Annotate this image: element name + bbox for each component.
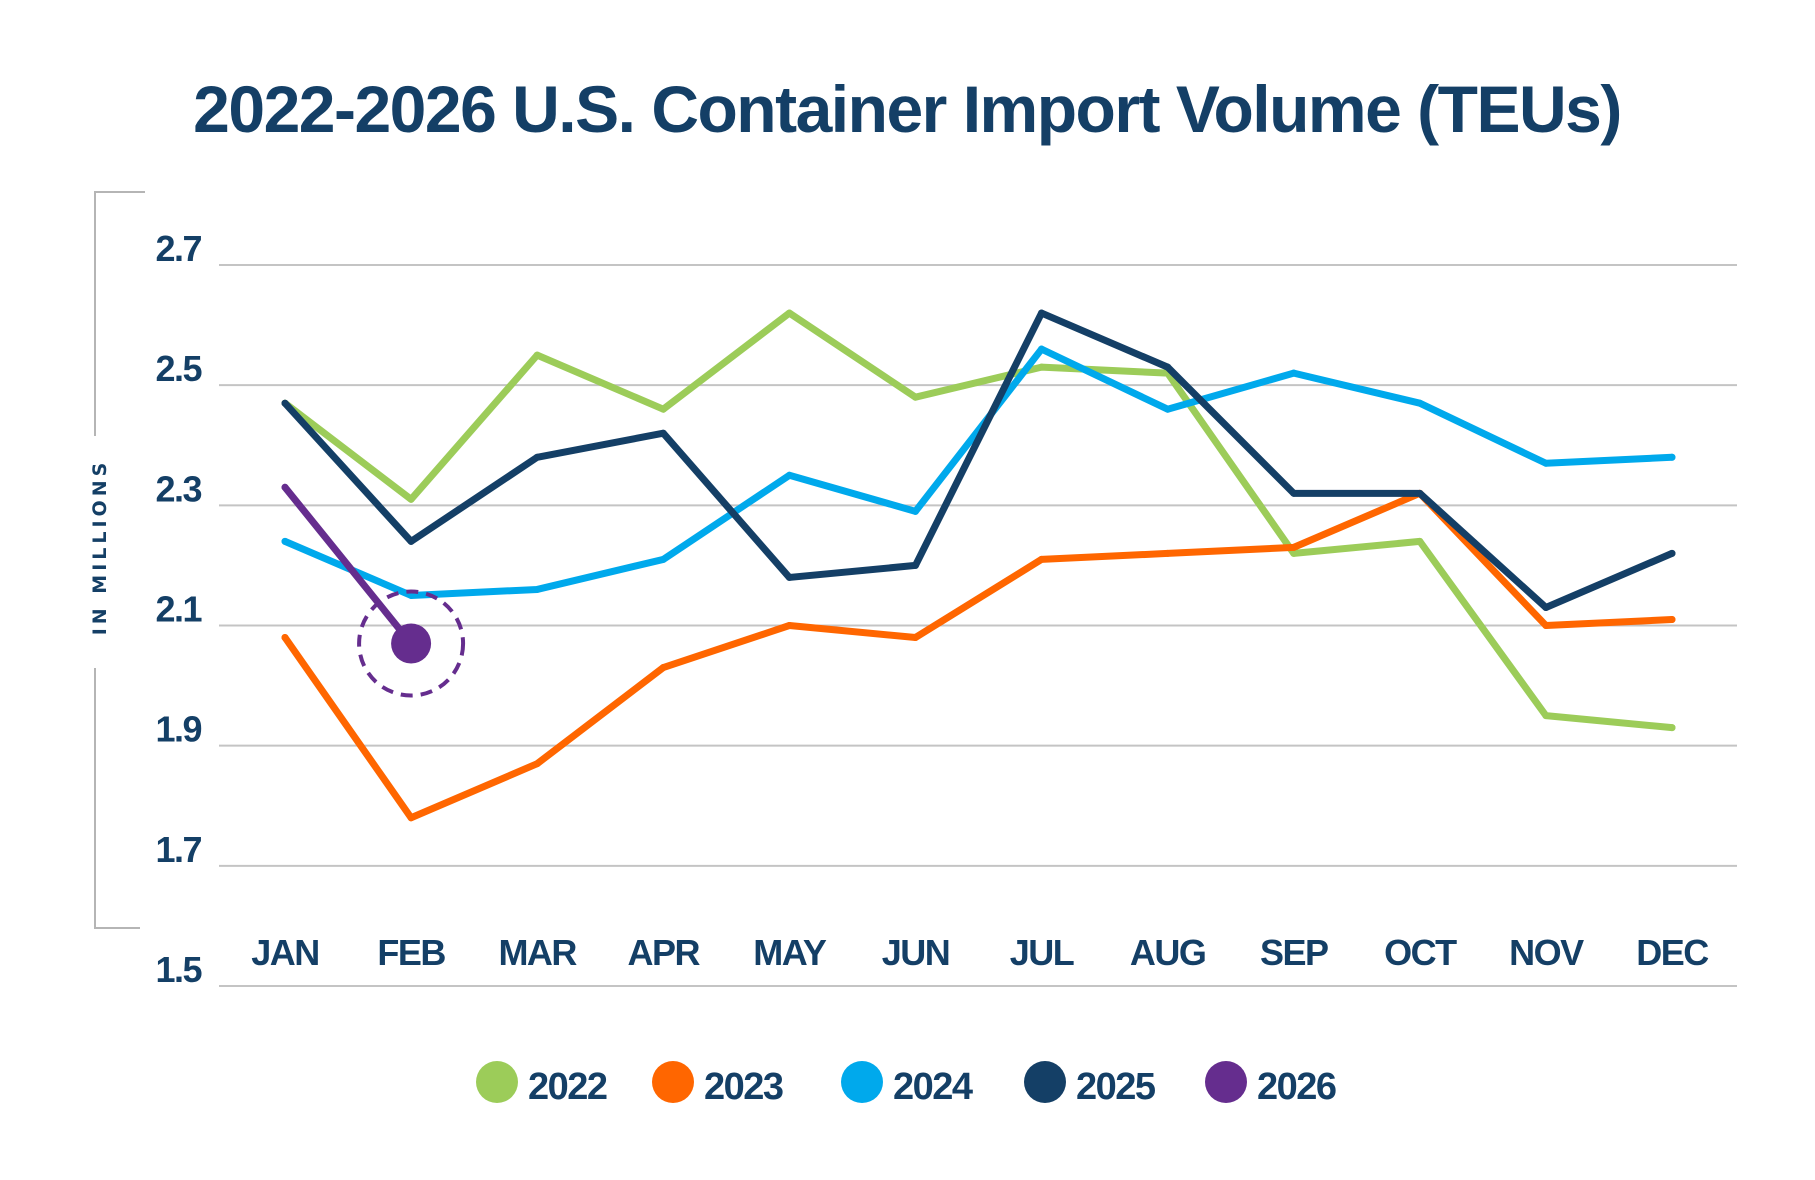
highlight-dashed-circle [357,589,466,698]
x-tick-label: OCT [1384,932,1457,973]
x-tick-label: SEP [1260,932,1328,973]
data-point-2024-JUL [1038,345,1046,353]
data-point-2022-OCT [1416,537,1424,545]
data-point-2025-SEP [1290,489,1298,497]
legend-swatch [476,1061,518,1103]
data-point-2022-JUN [911,393,919,401]
x-tick-label: AUG [1130,932,1206,973]
data-point-2023-MAY [785,622,793,629]
data-point-2024-SEP [1290,369,1298,377]
series-lines [281,309,1676,822]
legend-item-2022: 2022 [476,1061,608,1108]
legend-label: 2023 [704,1066,783,1108]
data-point-2025-MAY [785,573,793,581]
data-point-2023-SEP [1290,543,1298,551]
x-tick-label: FEB [377,932,445,973]
y-tick-label: 1.7 [155,829,201,870]
data-point-2023-JAN [281,634,289,642]
x-tick-label: APR [628,932,701,973]
series-line-2024 [281,345,1676,599]
data-point-2025-JAN [281,399,289,407]
data-point-2023-NOV [1542,622,1550,629]
legend-label: 2026 [1257,1066,1336,1108]
y-axis-bracket [94,191,145,929]
y-tick-labels: 2.7 2.5 2.3 2.1 1.9 1.7 1.5 [155,228,204,990]
bracket-top [94,191,145,436]
data-point-2025-JUL [1038,309,1046,317]
x-tick-labels: JAN FEB MAR APR MAY JUN JUL AUG SEP OCT NOV DEC [251,932,1711,973]
data-point-2022-MAY [785,309,793,317]
y-tick-label: 2.1 [155,589,202,630]
y-tick-label: 2.7 [155,228,201,269]
data-point-2022-MAR [533,351,541,359]
x-tick-label: DEC [1636,932,1709,973]
data-point-2022-JUL [1038,363,1046,371]
data-point-2024-MAY [785,471,793,479]
bracket-bottom [94,668,140,929]
data-point-2023-APR [659,664,667,672]
x-tick-label: JUN [882,932,950,973]
data-point-2025-APR [659,429,667,437]
y-tick-label: 1.9 [155,709,201,750]
legend: 2022 2023 2024 2025 2026 [476,1061,1337,1108]
legend-item-2026: 2026 [1205,1061,1337,1108]
legend-swatch [841,1061,883,1103]
data-point-2025-FEB [407,537,415,545]
highlight-point [391,623,432,664]
legend-label: 2022 [528,1066,607,1108]
series-line-2026 [281,483,415,648]
y-tick-label: 2.3 [155,468,201,509]
y-axis-label: IN MILLIONS [89,459,111,636]
data-point-2023-FEB [407,814,415,822]
data-point-2025-DEC [1668,549,1676,557]
data-point-2024-APR [659,555,667,563]
legend-item-2023: 2023 [652,1061,784,1108]
x-tick-label: MAY [753,932,827,973]
x-tick-label: JUL [1010,932,1074,973]
y-tick-label: 1.5 [155,949,202,990]
data-point-2024-NOV [1542,459,1550,467]
data-point-2022-DEC [1668,724,1676,732]
data-point-2024-DEC [1668,453,1676,461]
data-point-2025-JUN [911,561,919,569]
data-point-2024-FEB [407,591,415,599]
data-point-2024-MAR [533,585,541,593]
data-point-2023-DEC [1668,615,1676,623]
data-point-2025-MAR [533,453,541,461]
x-tick-label: NOV [1509,932,1584,973]
legend-item-2025: 2025 [1024,1061,1157,1108]
legend-label: 2024 [893,1066,973,1108]
data-point-2022-SEP [1290,549,1298,557]
legend-swatch [1024,1061,1066,1103]
data-point-2023-AUG [1164,549,1172,557]
x-tick-label: MAR [498,932,577,973]
chart-title: 2022-2026 U.S. Container Import Volume (… [193,72,1621,146]
data-point-2025-OCT [1416,489,1424,497]
data-point-2025-NOV [1542,603,1550,611]
legend-label: 2025 [1076,1066,1156,1108]
data-point-2024-OCT [1416,399,1424,407]
data-point-2024-AUG [1164,405,1172,413]
data-point-2023-JUL [1038,555,1046,563]
data-point-2023-MAR [533,760,541,768]
series-line-2025 [281,309,1676,611]
data-point-2023-JUN [911,634,919,642]
data-point-2025-AUG [1164,363,1172,371]
data-point-2022-APR [659,405,667,413]
data-point-2026-JAN [281,483,289,491]
series-line-2022 [281,309,1676,732]
data-point-2022-FEB [407,495,415,503]
y-tick-label: 2.5 [155,348,202,389]
data-point-2024-JAN [281,537,289,545]
series-line-2023 [281,489,1676,822]
legend-swatch [652,1061,694,1103]
data-point-2022-NOV [1542,712,1550,720]
legend-swatch [1205,1061,1247,1103]
gridlines [219,264,1737,987]
legend-item-2024: 2024 [841,1061,974,1108]
x-tick-label: JAN [251,932,319,973]
data-point-2024-JUN [911,507,919,515]
